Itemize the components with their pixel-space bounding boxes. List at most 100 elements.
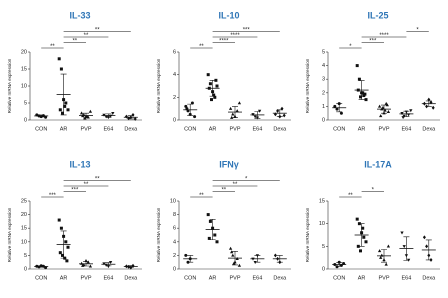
point xyxy=(57,218,61,222)
x-tick-label: E64 xyxy=(253,126,263,132)
panel-title: IFNγ xyxy=(219,159,239,169)
point xyxy=(235,109,239,113)
y-tick-label: 2 xyxy=(322,90,325,96)
significance-label: ** xyxy=(84,33,89,39)
panel: IL-13 Relative mRNA expression 0 5 10 15 20 25 C… xyxy=(7,159,142,281)
y-tick-label: 2 xyxy=(173,95,176,101)
point xyxy=(355,64,359,68)
y-tick-label: 0 xyxy=(322,117,325,123)
point xyxy=(356,244,360,248)
point xyxy=(58,251,62,255)
point xyxy=(400,231,404,235)
point xyxy=(237,263,242,267)
x-tick-label: AR xyxy=(209,126,217,132)
y-tick-label: 15 xyxy=(319,198,325,204)
significance-label: ** xyxy=(72,39,77,45)
y-tick-label: 10 xyxy=(170,198,176,204)
point xyxy=(386,244,391,248)
x-tick-label: Dexa xyxy=(422,275,436,281)
x-tick-label: Dexa xyxy=(422,126,436,132)
panel-title: IL-33 xyxy=(69,10,90,20)
point xyxy=(208,219,212,223)
point xyxy=(422,235,426,240)
x-tick-label: E64 xyxy=(104,275,114,281)
point xyxy=(213,233,217,237)
x-tick-label: PVP xyxy=(229,126,240,132)
point xyxy=(431,105,435,110)
error-bar xyxy=(381,249,387,263)
point xyxy=(61,253,64,257)
point xyxy=(409,109,413,113)
error-bar xyxy=(358,80,365,100)
x-tick-label: Dexa xyxy=(124,275,138,281)
point xyxy=(88,109,93,113)
y-tick-label: 0 xyxy=(24,117,27,123)
point xyxy=(231,253,235,257)
point xyxy=(379,114,383,118)
panel-title: IL-10 xyxy=(218,10,239,20)
panel: IFNγ Relative mRNA expression 0 2 4 6 8 10 CON AR… xyxy=(156,159,291,281)
point xyxy=(282,113,286,118)
y-tick-label: 25 xyxy=(21,198,27,204)
x-tick-label: CON xyxy=(184,126,196,132)
y-tick-label: 5 xyxy=(24,253,27,259)
significance-label: * xyxy=(245,177,248,183)
y-tick-label: 4 xyxy=(173,239,176,245)
point xyxy=(228,106,233,110)
significance-label: *** xyxy=(49,193,57,199)
point xyxy=(79,111,84,115)
y-tick-label: 3 xyxy=(322,77,325,83)
panel: IL-10 Relative mRNA expression 0 2 4 6 CON AR PV… xyxy=(156,10,291,132)
error-bar xyxy=(403,110,410,117)
x-tick-label: Dexa xyxy=(273,275,287,281)
y-axis-label: Relative mRNA expression xyxy=(156,58,161,113)
point xyxy=(84,259,88,263)
x-tick-label: E64 xyxy=(402,126,412,132)
point xyxy=(377,249,382,253)
point xyxy=(64,240,68,244)
y-tick-label: 15 xyxy=(21,226,27,232)
significance-label: ** xyxy=(95,28,100,34)
error-bar xyxy=(254,111,261,119)
point xyxy=(333,104,337,108)
y-tick-label: 10 xyxy=(21,239,27,245)
point xyxy=(335,265,339,269)
error-bar xyxy=(38,114,45,118)
y-tick-label: 0 xyxy=(173,266,176,272)
point xyxy=(88,264,93,268)
y-tick-label: 8 xyxy=(173,212,176,218)
significance-label: *** xyxy=(369,39,377,45)
x-tick-label: AR xyxy=(60,275,68,281)
point xyxy=(206,213,210,217)
point xyxy=(190,101,194,105)
point xyxy=(193,115,197,119)
y-axis-label: Relative mRNA expression xyxy=(305,58,310,113)
x-tick-label: PVP xyxy=(80,126,91,132)
significance-label: *** xyxy=(243,28,251,34)
y-tick-label: 1 xyxy=(322,104,325,110)
significance-label: **** xyxy=(219,39,229,45)
error-bar xyxy=(187,103,194,116)
x-tick-label: AR xyxy=(358,126,366,132)
error-bar xyxy=(60,73,67,116)
x-tick-label: CON xyxy=(35,126,47,132)
error-bar xyxy=(232,251,238,266)
panel: IL-25 Relative mRNA expression 0 1 2 3 4 5 CON AR… xyxy=(305,10,440,132)
point xyxy=(339,111,343,115)
x-tick-label: PVP xyxy=(80,275,91,281)
x-tick-label: Dexa xyxy=(124,126,138,132)
point xyxy=(231,112,235,116)
error-bar xyxy=(187,255,194,263)
point xyxy=(237,101,242,105)
y-tick-label: 15 xyxy=(21,66,27,72)
point xyxy=(59,67,63,71)
x-tick-label: AR xyxy=(209,275,217,281)
point xyxy=(362,235,366,239)
point xyxy=(280,106,284,111)
x-tick-label: PVP xyxy=(378,126,389,132)
panel-title: IL-13 xyxy=(69,159,90,169)
point xyxy=(402,245,406,249)
point xyxy=(361,226,365,230)
y-tick-label: 0 xyxy=(24,266,27,272)
